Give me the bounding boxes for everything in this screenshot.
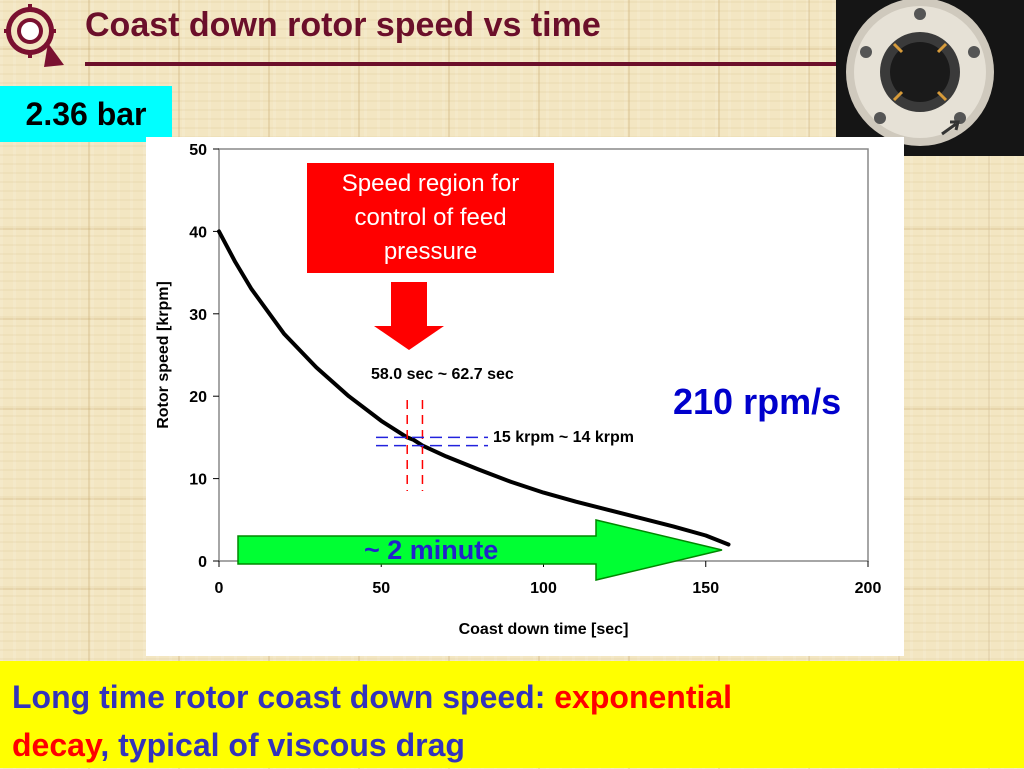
speed-region-callout: Speed region for control of feed pressur… [307, 163, 554, 273]
y-tick-label: 20 [189, 389, 207, 406]
down-arrow-icon [372, 282, 446, 352]
rotor-photo [836, 0, 1024, 156]
time-range-label: 58.0 sec ~ 62.7 sec [371, 366, 514, 384]
slide-title: Coast down rotor speed vs time [85, 6, 601, 45]
y-axis-label: Rotor speed [krpm] [155, 281, 172, 429]
y-tick-label: 10 [189, 472, 207, 489]
summary-highlight: exponential [554, 679, 732, 715]
y-tick-label: 50 [189, 142, 207, 159]
speed-range-label: 15 krpm ~ 14 krpm [493, 429, 634, 447]
deceleration-rate: 210 rpm/s [673, 381, 841, 423]
summary-text: , typical of viscous drag [100, 727, 465, 763]
y-tick-label: 30 [189, 307, 207, 324]
x-tick-label: 150 [692, 580, 719, 597]
x-tick-label: 50 [372, 580, 390, 597]
y-tick-label: 0 [198, 554, 207, 571]
duration-label: ~ 2 minute [364, 535, 498, 566]
x-axis-label: Coast down time [sec] [459, 621, 629, 638]
y-tick-label: 40 [189, 224, 207, 241]
x-tick-label: 200 [855, 580, 882, 597]
x-tick-label: 100 [530, 580, 557, 597]
title-underline [85, 62, 845, 66]
summary-banner: Long time rotor coast down speed: expone… [0, 661, 1024, 768]
university-logo-icon [4, 3, 68, 71]
x-tick-label: 0 [215, 580, 224, 597]
summary-highlight: decay [12, 727, 100, 763]
pressure-badge: 2.36 bar [0, 86, 172, 142]
summary-text: Long time rotor coast down speed: [12, 679, 554, 715]
